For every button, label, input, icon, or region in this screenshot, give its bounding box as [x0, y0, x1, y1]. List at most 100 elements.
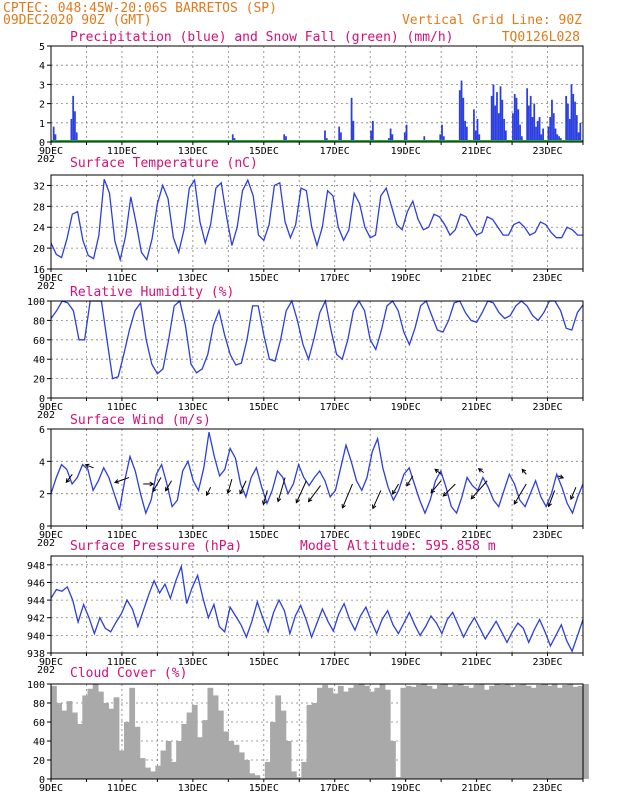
x-tick-label: 19DEC	[391, 530, 421, 541]
cloud-cover-bar	[384, 689, 391, 779]
cloud-cover-bar	[494, 684, 501, 779]
wind-arrow-head	[226, 489, 232, 495]
x-tick-label: 13DEC	[178, 402, 208, 413]
x-tick-label: 9DEC	[39, 530, 63, 541]
x-tick-label: 15DEC	[249, 273, 279, 284]
cloud-cover-bar	[463, 685, 469, 779]
y-tick-label: 2	[39, 100, 45, 111]
panel-frame	[50, 174, 584, 270]
wind-arrow-head	[470, 494, 476, 500]
cloud-cover-bar	[176, 741, 182, 779]
cloud-cover-bar	[556, 687, 563, 779]
cloud-cover-bar	[416, 684, 422, 779]
panel-title: Surface Wind (m/s)	[70, 413, 211, 428]
wind-arrow-head	[559, 474, 565, 479]
cloud-cover-bar	[421, 684, 428, 779]
cloud-cover-bar	[457, 684, 464, 779]
wind-arrow-head	[513, 499, 518, 505]
x-tick-label: 15DEC	[249, 146, 279, 157]
wind-arrow-head	[276, 497, 282, 503]
x-year-label: 202	[37, 281, 55, 292]
x-tick-label: 17DEC	[320, 273, 350, 284]
precip-bar	[526, 88, 529, 142]
precip-bar	[504, 130, 507, 142]
header-station: CPTEC: 048:45W-20:06S BARRETOS (SP)	[3, 1, 277, 16]
series-line	[50, 564, 584, 653]
y-tick-label: 2	[39, 490, 45, 501]
cloud-cover-bar	[92, 684, 99, 779]
x-tick-label: 11DEC	[107, 146, 137, 157]
cloud-cover-bar	[170, 761, 177, 779]
cloud-cover-bar	[186, 712, 193, 779]
precip-bar	[460, 80, 463, 142]
precip-bar	[575, 115, 578, 142]
precip-bar	[554, 128, 557, 142]
precip-bar	[338, 126, 341, 142]
precip-bar	[528, 105, 530, 142]
cloud-cover-bar	[369, 691, 375, 779]
wind-arrow	[521, 468, 527, 475]
wind-arrow	[548, 490, 556, 507]
cloud-cover-bar	[233, 744, 240, 779]
x-tick-label: 9DEC	[39, 273, 63, 284]
precip-bar	[462, 97, 465, 142]
precip-bar	[72, 95, 75, 142]
x-year-label: 202	[37, 538, 55, 549]
x-tick-label: 9DEC	[39, 402, 63, 413]
y-tick-label: 6	[39, 425, 45, 436]
x-tick-label: 9DEC	[39, 783, 63, 794]
precip-bar	[531, 117, 534, 142]
x-tick-label: 15DEC	[249, 530, 279, 541]
precip-bar	[501, 99, 504, 142]
wind-arrow	[406, 475, 414, 487]
cloud-cover-bar	[442, 684, 448, 779]
cloud-cover-bar	[483, 689, 490, 779]
wind-arrow-head	[65, 478, 71, 484]
y-tick-label: 24	[33, 223, 45, 234]
precip-bar	[458, 90, 461, 142]
precip-bar	[497, 113, 500, 142]
precip-bar	[492, 84, 495, 142]
cloud-cover-bar	[87, 688, 94, 779]
x-tick-label: 13DEC	[178, 146, 208, 157]
wind-arrow-head	[434, 468, 440, 474]
wind-arrow	[85, 464, 94, 469]
cloud-cover-bar	[499, 684, 506, 779]
x-tick-label: 17DEC	[320, 530, 350, 541]
y-tick-label: 944	[27, 596, 45, 607]
wind-arrow-head	[477, 467, 483, 473]
cloud-cover-bar	[395, 777, 402, 779]
precip-bar	[577, 132, 580, 142]
cloud-cover-bar	[410, 686, 417, 779]
cloud-cover-bar	[97, 691, 104, 779]
x-tick-label: 21DEC	[462, 530, 492, 541]
cloud-cover-bar	[337, 685, 344, 779]
precip-bar	[441, 124, 443, 142]
cloud-cover-bar	[113, 697, 120, 779]
x-tick-label: 19DEC	[391, 657, 421, 668]
cloud-cover-bar	[390, 741, 396, 779]
wind-arrow	[342, 483, 353, 509]
cloud-cover-bar	[296, 777, 302, 779]
precip-bar	[478, 134, 481, 142]
x-tick-label: 11DEC	[107, 273, 137, 284]
wind-arrow	[570, 487, 577, 500]
y-tick-label: 1	[39, 119, 45, 130]
precip-bar	[464, 120, 466, 142]
wind-arrow	[262, 490, 268, 505]
x-tick-label: 21DEC	[462, 783, 492, 794]
y-tick-label: 40	[33, 355, 45, 366]
cloud-cover-bar	[572, 686, 579, 779]
x-tick-label: 19DEC	[391, 402, 421, 413]
series-line	[50, 298, 584, 380]
cloud-cover-bar	[285, 741, 292, 779]
precip-bar	[75, 132, 78, 142]
panel-frame	[50, 45, 584, 143]
wind-arrow-head	[547, 502, 552, 508]
x-tick-label: 11DEC	[107, 402, 137, 413]
x-tick-label: 23DEC	[532, 273, 562, 284]
y-tick-label: 4	[39, 457, 45, 468]
precip-bar	[473, 109, 475, 142]
wind-arrow	[277, 477, 286, 502]
precip-bar	[476, 118, 479, 142]
